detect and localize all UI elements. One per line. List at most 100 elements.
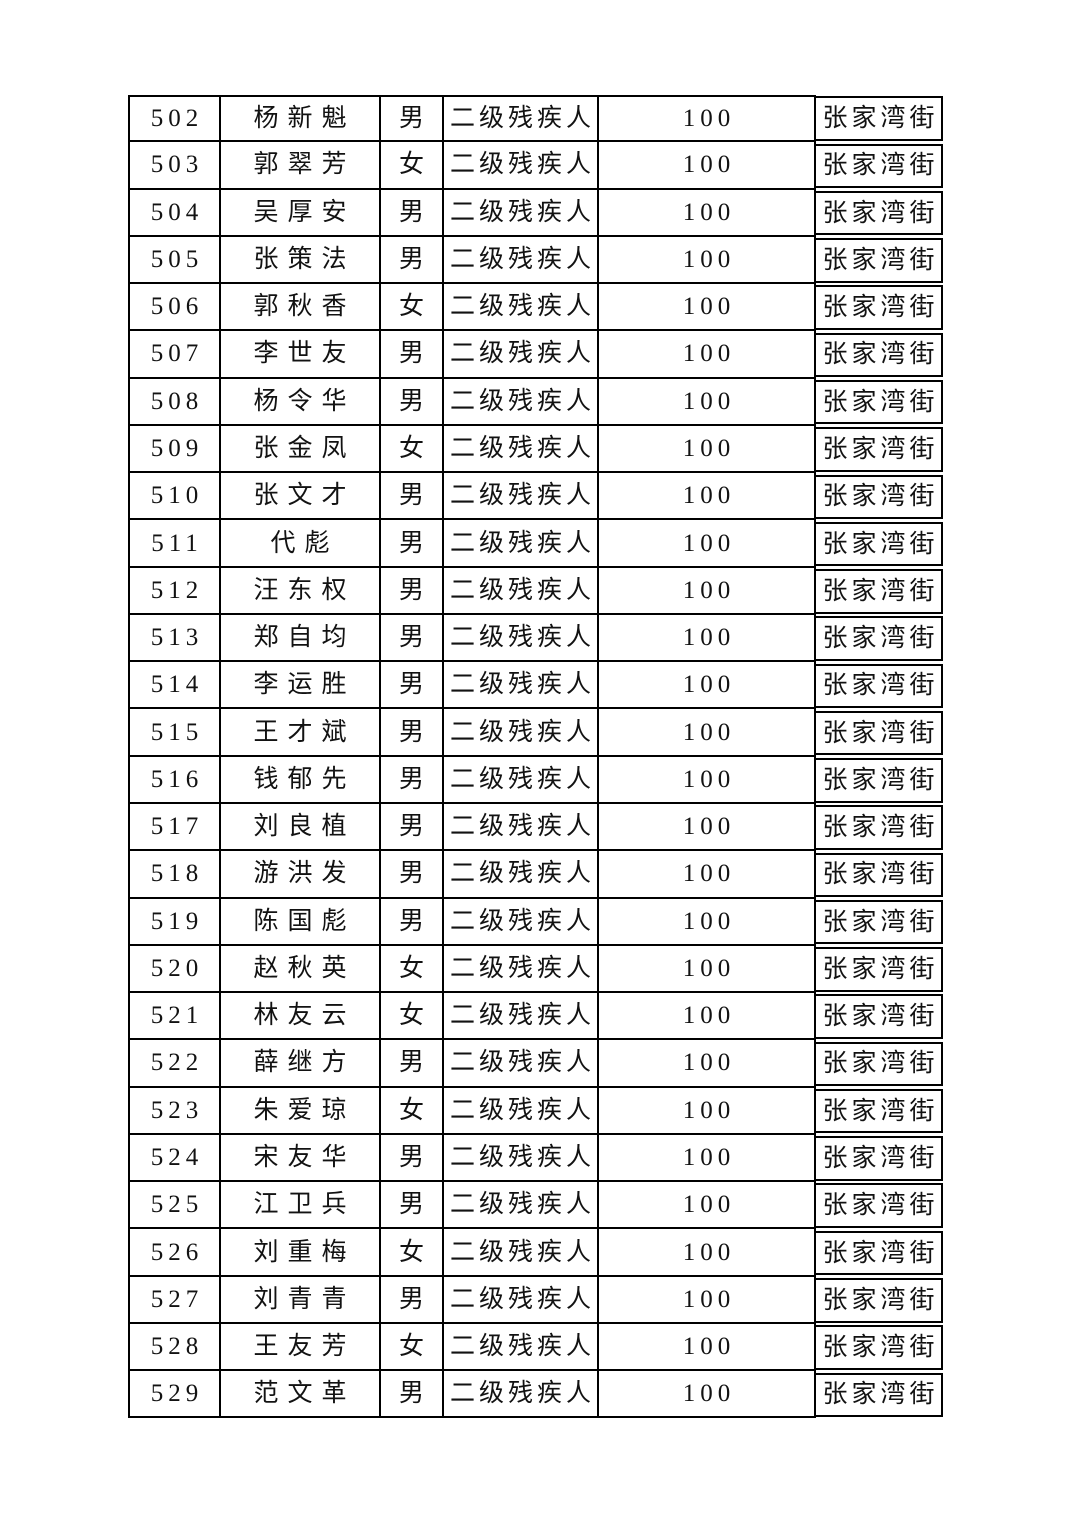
cell-category: 二级残疾人 bbox=[442, 236, 597, 285]
cell-gender: 男 bbox=[379, 756, 442, 804]
cell-street: 张家湾街 bbox=[816, 993, 943, 1040]
cell-amount: 100 bbox=[597, 520, 816, 568]
cell-gender: 男 bbox=[379, 898, 442, 946]
cell-person-name: 张文才 bbox=[219, 473, 379, 521]
cell-street: 张家湾街 bbox=[816, 1088, 943, 1135]
cell-serial-number: 527 bbox=[128, 1276, 219, 1324]
cell-serial-number: 513 bbox=[128, 614, 219, 663]
cell-gender: 女 bbox=[379, 993, 442, 1041]
cell-street: 张家湾街 bbox=[816, 1371, 943, 1418]
street-box: 张家湾街 bbox=[816, 1278, 943, 1323]
cell-person-name: 薛继方 bbox=[219, 1040, 379, 1088]
cell-street: 张家湾街 bbox=[816, 237, 943, 284]
cell-category: 二级残疾人 bbox=[442, 331, 597, 379]
table-row: 513 郑自均 男 二级残疾人 100 张家湾街 bbox=[128, 614, 943, 663]
cell-category: 二级残疾人 bbox=[442, 1087, 597, 1135]
cell-gender: 男 bbox=[379, 189, 442, 237]
cell-person-name: 江卫兵 bbox=[219, 1182, 379, 1230]
cell-person-name: 游洪发 bbox=[219, 851, 379, 899]
cell-serial-number: 510 bbox=[128, 473, 219, 521]
cell-category: 二级残疾人 bbox=[442, 95, 597, 143]
street-box: 张家湾街 bbox=[816, 710, 943, 756]
street-box: 张家湾街 bbox=[816, 616, 943, 661]
street-box: 张家湾街 bbox=[816, 190, 943, 236]
cell-street: 张家湾街 bbox=[816, 426, 943, 473]
cell-category: 二级残疾人 bbox=[442, 945, 597, 994]
cell-category: 二级残疾人 bbox=[442, 1276, 597, 1324]
cell-serial-number: 507 bbox=[128, 331, 219, 379]
street-box: 张家湾街 bbox=[816, 474, 943, 519]
cell-serial-number: 520 bbox=[128, 945, 219, 994]
cell-amount: 100 bbox=[597, 709, 816, 757]
cell-category: 二级残疾人 bbox=[442, 662, 597, 710]
cell-person-name: 郑自均 bbox=[219, 614, 379, 663]
cell-serial-number: 517 bbox=[128, 803, 219, 852]
cell-serial-number: 523 bbox=[128, 1087, 219, 1135]
cell-person-name: 李世友 bbox=[219, 331, 379, 379]
street-box: 张家湾街 bbox=[816, 1136, 943, 1181]
cell-gender: 男 bbox=[379, 662, 442, 710]
cell-person-name: 朱爱琼 bbox=[219, 1087, 379, 1135]
cell-category: 二级残疾人 bbox=[442, 284, 597, 332]
cell-street: 张家湾街 bbox=[816, 95, 943, 142]
cell-gender: 男 bbox=[379, 803, 442, 852]
cell-category: 二级残疾人 bbox=[442, 1323, 597, 1372]
cell-gender: 男 bbox=[379, 567, 442, 615]
cell-serial-number: 519 bbox=[128, 898, 219, 946]
cell-person-name: 刘重梅 bbox=[219, 1229, 379, 1277]
cell-person-name: 陈国彪 bbox=[219, 898, 379, 946]
cell-gender: 男 bbox=[379, 1276, 442, 1324]
cell-amount: 100 bbox=[597, 1323, 816, 1372]
cell-gender: 男 bbox=[379, 95, 442, 143]
street-box: 张家湾街 bbox=[816, 521, 943, 567]
cell-category: 二级残疾人 bbox=[442, 378, 597, 426]
cell-person-name: 王才斌 bbox=[219, 709, 379, 757]
street-box: 张家湾街 bbox=[816, 143, 943, 189]
cell-serial-number: 502 bbox=[128, 95, 219, 143]
cell-category: 二级残疾人 bbox=[442, 1134, 597, 1183]
table-row: 522 薛继方 男 二级残疾人 100 张家湾街 bbox=[128, 1040, 943, 1088]
cell-category: 二级残疾人 bbox=[442, 1229, 597, 1277]
cell-amount: 100 bbox=[597, 756, 816, 804]
cell-serial-number: 506 bbox=[128, 284, 219, 332]
table-row: 519 陈国彪 男 二级残疾人 100 张家湾街 bbox=[128, 898, 943, 946]
cell-person-name: 钱郁先 bbox=[219, 756, 379, 804]
cell-amount: 100 bbox=[597, 1182, 816, 1230]
table-row: 527 刘青青 男 二级残疾人 100 张家湾街 bbox=[128, 1276, 943, 1324]
cell-person-name: 郭秋香 bbox=[219, 284, 379, 332]
cell-street: 张家湾街 bbox=[816, 946, 943, 993]
cell-serial-number: 525 bbox=[128, 1182, 219, 1230]
cell-amount: 100 bbox=[597, 851, 816, 899]
cell-amount: 100 bbox=[597, 284, 816, 332]
street-box: 张家湾街 bbox=[816, 1041, 943, 1087]
cell-street: 张家湾街 bbox=[816, 1135, 943, 1182]
cell-street: 张家湾街 bbox=[816, 662, 943, 709]
cell-category: 二级残疾人 bbox=[442, 898, 597, 946]
table-row: 520 赵秋英 女 二级残疾人 100 张家湾街 bbox=[128, 945, 943, 994]
cell-person-name: 林友云 bbox=[219, 993, 379, 1041]
cell-serial-number: 516 bbox=[128, 756, 219, 804]
cell-serial-number: 526 bbox=[128, 1229, 219, 1277]
table-row: 511 代彪 男 二级残疾人 100 张家湾街 bbox=[128, 520, 943, 568]
street-box: 张家湾街 bbox=[816, 1230, 943, 1276]
cell-street: 张家湾街 bbox=[816, 568, 943, 615]
cell-category: 二级残疾人 bbox=[442, 142, 597, 190]
table-row: 506 郭秋香 女 二级残疾人 100 张家湾街 bbox=[128, 284, 943, 332]
cell-street: 张家湾街 bbox=[816, 615, 943, 662]
table-row: 524 宋友华 男 二级残疾人 100 张家湾街 bbox=[128, 1134, 943, 1183]
table-row: 503 郭翠芳 女 二级残疾人 100 张家湾街 bbox=[128, 142, 943, 190]
cell-street: 张家湾街 bbox=[816, 899, 943, 946]
cell-amount: 100 bbox=[597, 1040, 816, 1088]
table-row: 529 范文革 男 二级残疾人 100 张家湾街 bbox=[128, 1371, 943, 1419]
cell-category: 二级残疾人 bbox=[442, 1371, 597, 1419]
table-row: 508 杨令华 男 二级残疾人 100 张家湾街 bbox=[128, 378, 943, 426]
cell-person-name: 郭翠芳 bbox=[219, 142, 379, 190]
table-row: 515 王才斌 男 二级残疾人 100 张家湾街 bbox=[128, 709, 943, 757]
table-row: 512 汪东权 男 二级残疾人 100 张家湾街 bbox=[128, 567, 943, 615]
cell-gender: 男 bbox=[379, 1182, 442, 1230]
street-box: 张家湾街 bbox=[816, 379, 943, 425]
cell-serial-number: 528 bbox=[128, 1323, 219, 1372]
cell-person-name: 代彪 bbox=[219, 520, 379, 568]
cell-street: 张家湾街 bbox=[816, 757, 943, 804]
